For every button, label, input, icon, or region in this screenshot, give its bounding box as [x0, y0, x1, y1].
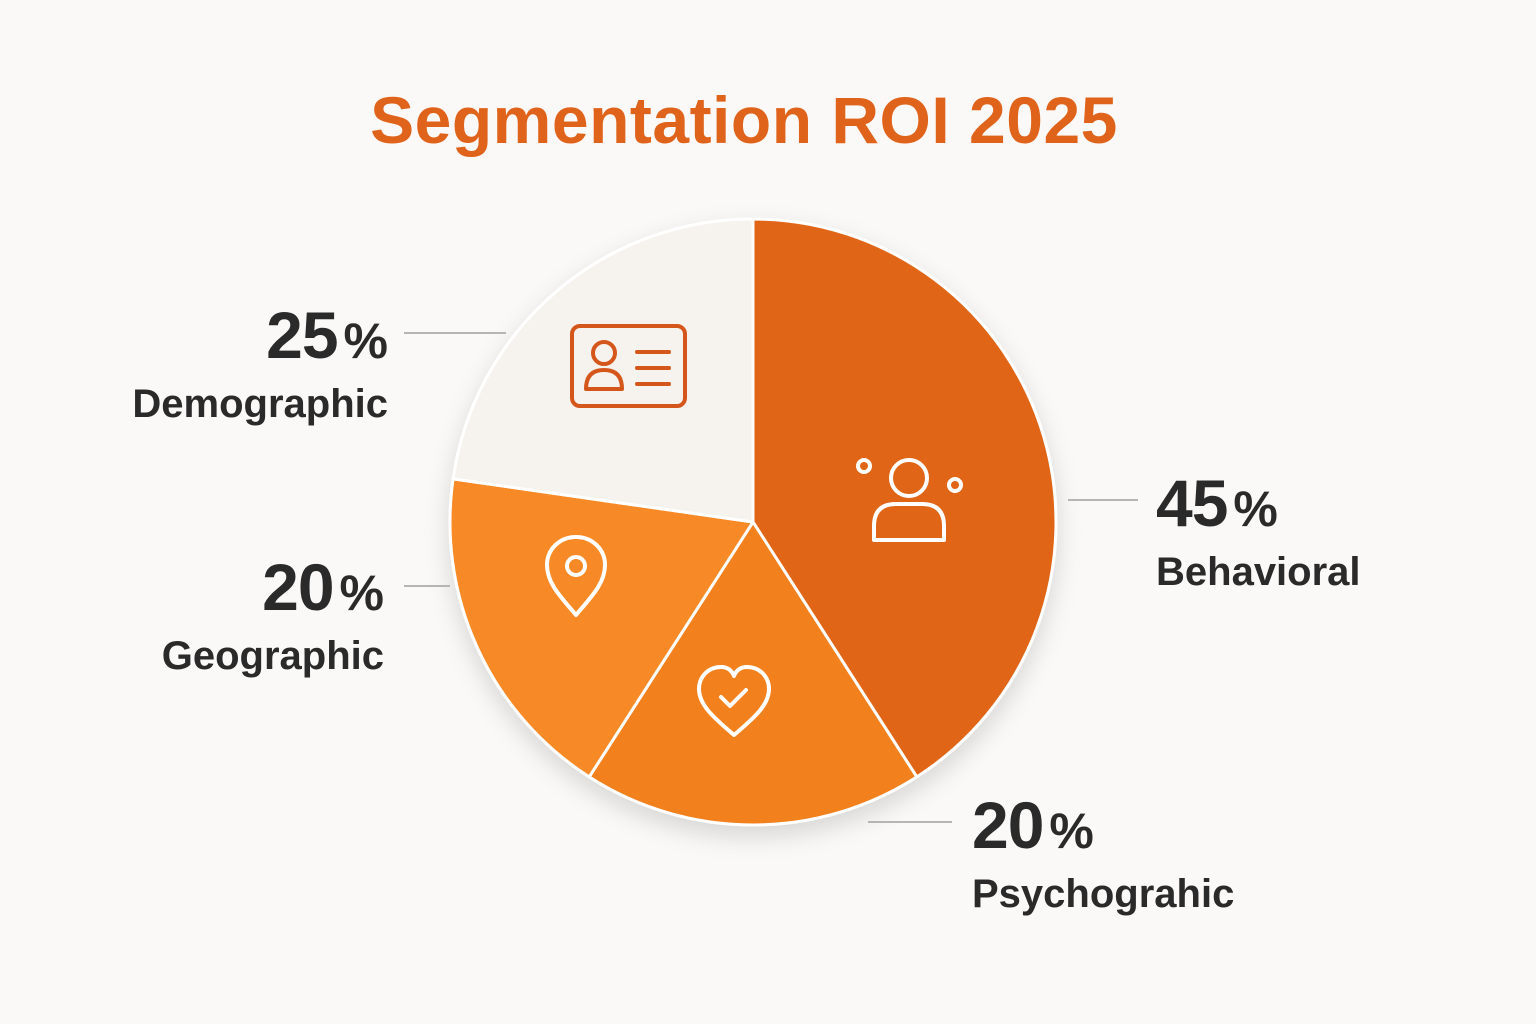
pie-slices [448, 217, 1058, 827]
percent-sign: % [1049, 803, 1094, 859]
name-demographic: Demographic [132, 382, 388, 426]
map-pin-icon [545, 535, 607, 617]
heart-check-icon [697, 665, 771, 737]
pie-slice-geographic [448, 477, 755, 779]
id-card-icon [570, 324, 687, 408]
value-demographic: 25 [266, 298, 338, 372]
pie-slice-psychograhic [587, 520, 919, 827]
percent-sign: % [343, 313, 388, 369]
name-behavioral: Behavioral [1156, 550, 1361, 594]
value-geographic: 20 [262, 550, 334, 624]
label-psychographic: 20% Psychograhic [972, 792, 1234, 917]
name-psychographic: Psychograhic [972, 872, 1235, 916]
percent-sign: % [1233, 481, 1278, 537]
leader-lines [404, 332, 1138, 823]
label-demographic: 25% Demographic [132, 302, 388, 427]
label-geographic: 20% Geographic [162, 554, 384, 679]
label-behavioral: 45% Behavioral [1156, 470, 1361, 595]
name-geographic: Geographic [161, 634, 384, 678]
pie-icons [545, 324, 963, 737]
percent-sign: % [339, 565, 384, 621]
chart-title: Segmentation ROI 2025 [370, 83, 1118, 157]
value-psychographic: 20 [972, 788, 1044, 862]
value-behavioral: 45 [1156, 466, 1228, 540]
user-with-dots-icon [856, 458, 963, 542]
